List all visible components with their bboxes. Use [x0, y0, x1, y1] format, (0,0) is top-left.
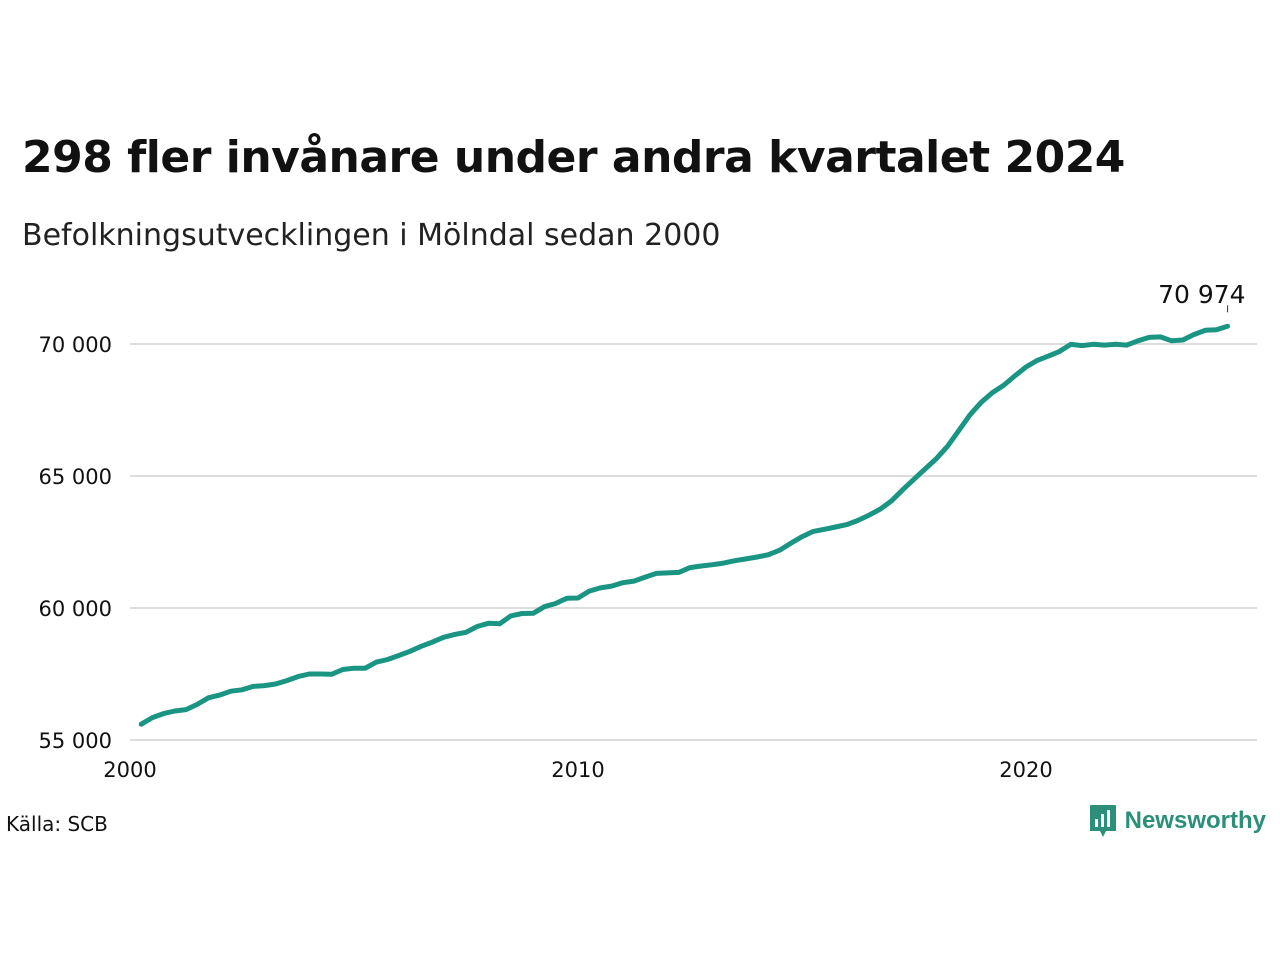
- chart-title: 298 fler invånare under andra kvartalet …: [22, 132, 1125, 183]
- x-tick-label: 2010: [551, 758, 604, 782]
- y-tick-label: 65 000: [39, 465, 112, 489]
- x-tick-label: 2020: [999, 758, 1052, 782]
- brand-name: Newsworthy: [1124, 807, 1266, 834]
- source-note: Källa: SCB: [6, 812, 108, 836]
- newsworthy-logo-icon: [1089, 805, 1116, 837]
- chart-subtitle: Befolkningsutvecklingen i Mölndal sedan …: [22, 218, 721, 253]
- brand-logo[interactable]: Newsworthy: [1089, 804, 1266, 838]
- y-tick-label: 60 000: [39, 597, 112, 621]
- series-layer: [138, 323, 1231, 727]
- gridlines: [130, 343, 1257, 741]
- axis-labels: 55 000 60 000 65 000 70 000 2000 2010 2020: [39, 333, 1053, 782]
- y-tick-label: 55 000: [39, 729, 112, 753]
- x-tick-label: 2000: [103, 758, 156, 782]
- y-tick-label: 70 000: [39, 333, 112, 357]
- last-value-label: 70 974: [1158, 280, 1245, 309]
- line-chart: 55 000 60 000 65 000 70 000 2000 2010 2020 70 …: [39, 280, 1257, 782]
- annotation-layer: 70 974: [1158, 280, 1246, 313]
- population-line: [138, 323, 1231, 727]
